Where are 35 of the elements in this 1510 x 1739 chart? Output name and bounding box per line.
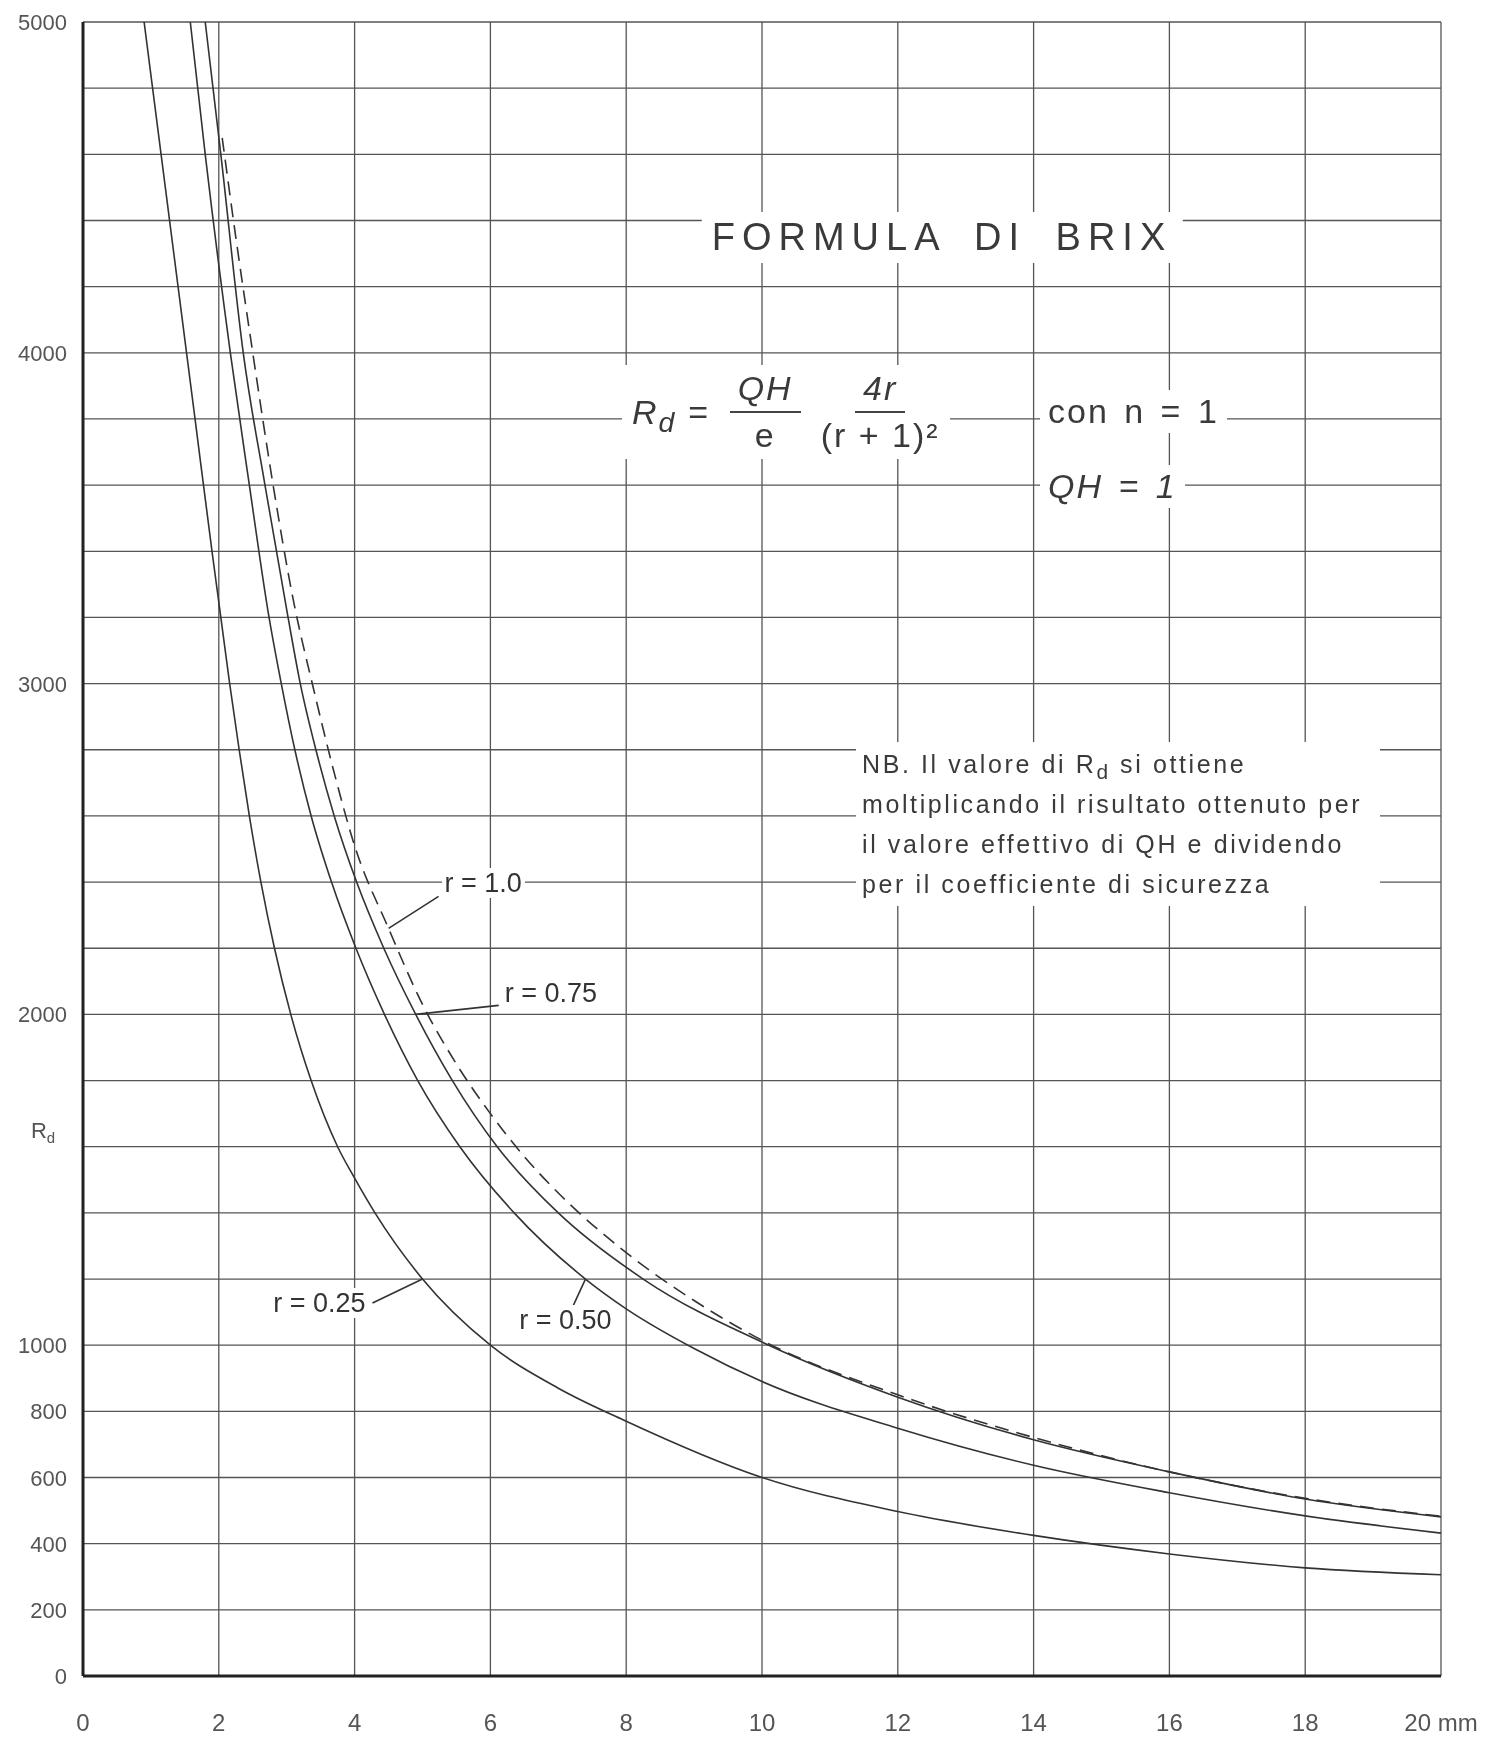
y-tick-label: 800 [30, 1398, 67, 1424]
annotation: QH [729, 369, 801, 413]
series-label: r = 0.25 [270, 1288, 369, 1319]
y-axis-title: R$_{d}$ [30, 1117, 56, 1146]
x-tick-label: 2 [212, 1708, 226, 1736]
annotation: con n = 1 [1048, 392, 1219, 430]
annotation: e [754, 415, 776, 455]
y-tick-label: 400 [30, 1531, 67, 1557]
y-tick-label: 3000 [18, 671, 67, 697]
x-tick-label: 0 [76, 1708, 90, 1736]
legend-label: r = 0.75 [501, 978, 601, 1009]
y-tick-label: 200 [30, 1597, 67, 1623]
x-tick-label: 20 mm [1404, 1708, 1478, 1736]
text: FORMULA DI BRIX [701, 212, 1183, 263]
y-tick-label: 4000 [18, 340, 67, 366]
y-tick-label: 2000 [18, 1001, 67, 1027]
y-tick-label: 1000 [18, 1332, 67, 1358]
annotation: 4r [855, 369, 906, 413]
x-tick-label: 16 [1156, 1708, 1183, 1736]
y-tick-label: 600 [30, 1465, 67, 1491]
x-tick-label: 10 [748, 1708, 776, 1736]
x-tick-label: 8 [619, 1708, 633, 1736]
x-tick-label: 6 [483, 1708, 498, 1736]
text: r = 1.0 [441, 868, 525, 899]
annotation: QH = 1 [1048, 467, 1177, 505]
x-tick-label: 18 [1291, 1708, 1319, 1736]
annotation: R$_{d}$ = [632, 392, 710, 438]
y-tick-label: 5000 [18, 9, 67, 35]
series-label: r = 0.50 [516, 1305, 615, 1336]
y-tick-label: 0 [54, 1663, 67, 1689]
annotation: NB. Il valore di R$_{d}$ si ottiene moltiplicando il risultato ottenuto per il valore effettivo di QH e dividendo per il coefficiente di sicurezza [862, 750, 1363, 898]
x-tick-label: 14 [1020, 1708, 1047, 1736]
x-tick-label: 4 [347, 1708, 362, 1736]
x-tick-label: 12 [884, 1708, 912, 1736]
annotation: (r + 1)² [820, 415, 940, 455]
